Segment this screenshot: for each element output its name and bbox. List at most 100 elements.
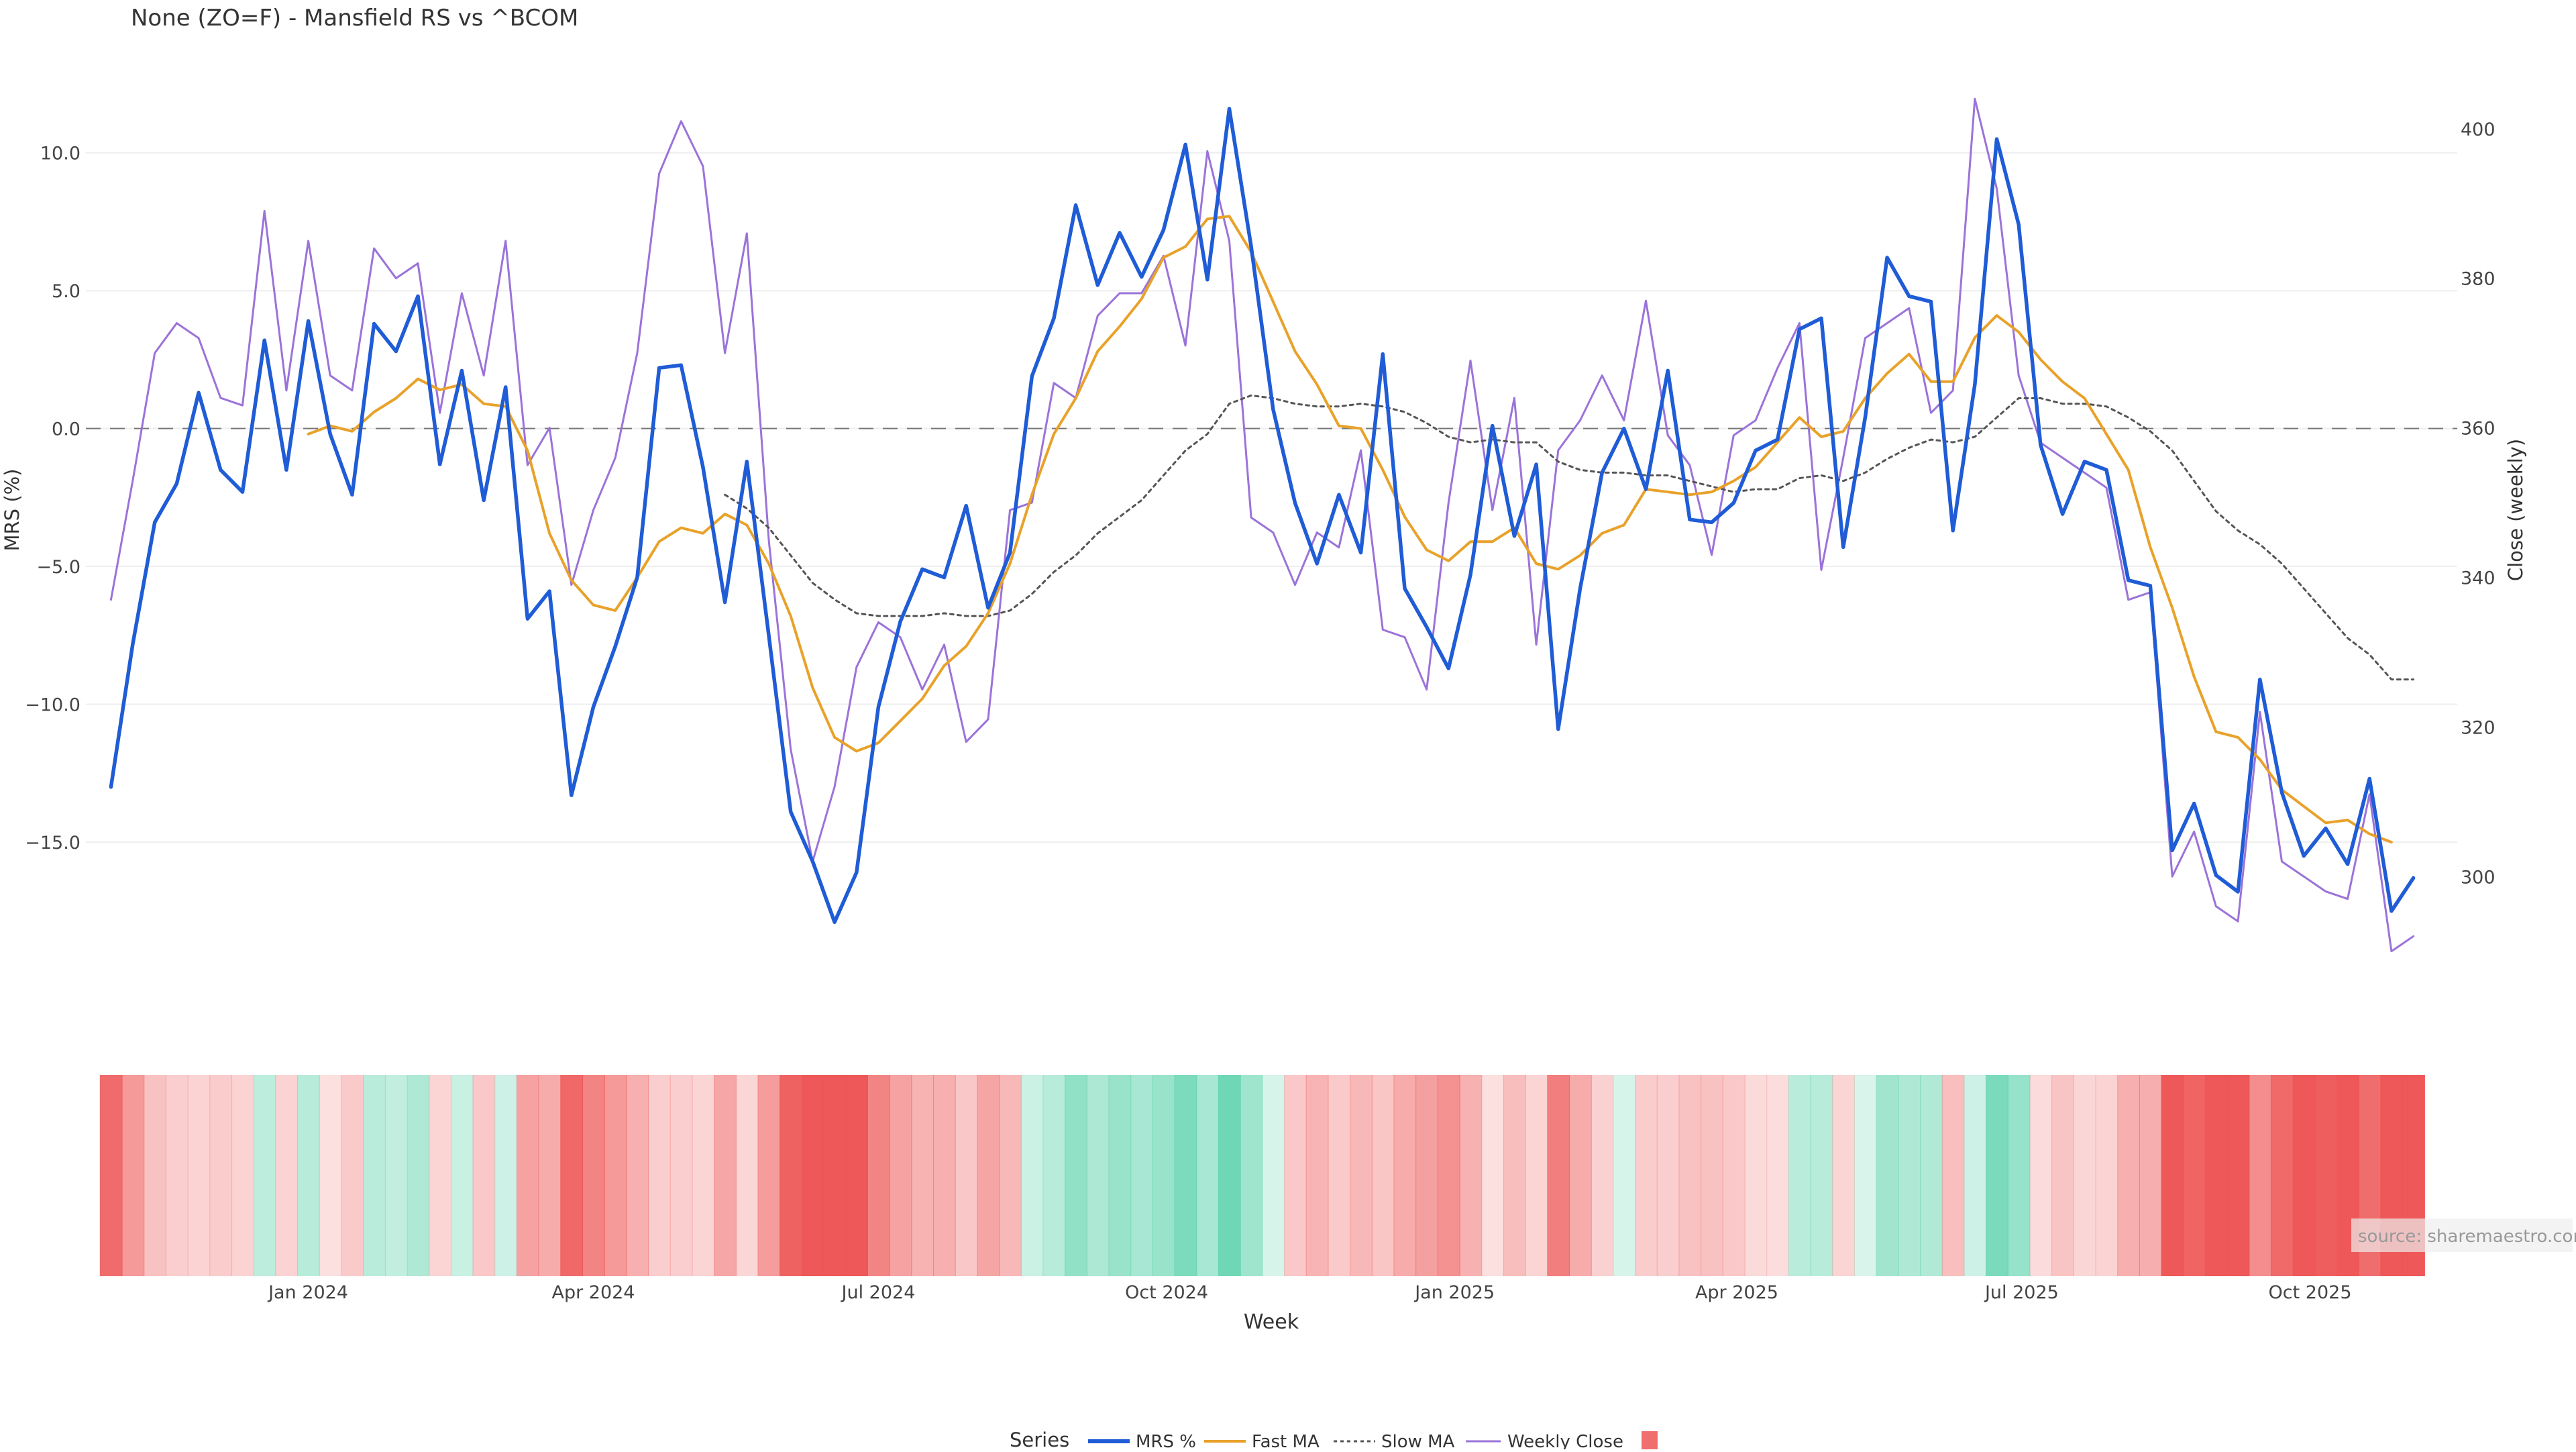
legend-heat-swatch [1642, 1431, 1658, 1450]
heat-cell [1613, 1075, 1636, 1276]
y2-axis-label: Close (weekly) [2504, 439, 2527, 581]
heat-cell [1766, 1075, 1789, 1276]
heat-cell [1788, 1075, 1811, 1276]
heat-cell [2007, 1075, 2031, 1276]
legend-item-fast-ma[interactable]: Fast MA [1204, 1432, 1320, 1452]
x-axis-ticks: Jan 2024 Apr 2024 Jul 2024 Oct 2024 Jan 2025… [267, 1282, 2351, 1303]
y2-tick-label: 380 [2461, 269, 2496, 290]
heat-cell [977, 1075, 1000, 1276]
heat-cell [648, 1075, 671, 1276]
heat-cell [2139, 1075, 2162, 1276]
series-lines [109, 97, 2416, 953]
heat-cell [231, 1075, 254, 1276]
y2-tick-label: 300 [2461, 867, 2496, 888]
y2-tick-label: 400 [2461, 119, 2496, 140]
x-tick-label: Apr 2024 [551, 1282, 635, 1303]
heat-cell [933, 1075, 956, 1276]
heat-cell [780, 1075, 802, 1276]
heat-cell [1744, 1075, 1768, 1276]
heat-cell [187, 1075, 211, 1276]
heat-cell [2314, 1075, 2338, 1276]
grid [86, 152, 2457, 843]
heat-cell [560, 1075, 584, 1276]
heat-cell [209, 1075, 233, 1276]
heat-cell [801, 1075, 824, 1276]
heat-cell [1701, 1075, 1723, 1276]
legend-label-fast-ma: Fast MA [1252, 1432, 1320, 1449]
heat-cell [1305, 1075, 1329, 1276]
heat-cell [1591, 1075, 1614, 1276]
heat-cell [1986, 1075, 2008, 1276]
heat-cell [450, 1075, 474, 1276]
heat-cell [1635, 1075, 1658, 1276]
heat-cell [1328, 1075, 1351, 1276]
source-text: source: sharemaestro.com [2358, 1227, 2576, 1247]
heat-cell [494, 1075, 517, 1276]
legend-item-slow-ma[interactable]: Slow MA [1334, 1432, 1455, 1452]
heat-cell [604, 1075, 627, 1276]
heat-cell [1569, 1075, 1592, 1276]
x-tick-label: Oct 2025 [2269, 1282, 2352, 1303]
heat-cell [1832, 1075, 1855, 1276]
heat-cell [714, 1075, 737, 1276]
heat-cell [955, 1075, 978, 1276]
heat-cell [999, 1075, 1022, 1276]
y2-tick-label: 360 [2461, 419, 2496, 439]
heat-cell [538, 1075, 561, 1276]
series-slow-ma [724, 394, 2415, 681]
heat-cell [1854, 1075, 1877, 1276]
legend-item-weekly-close[interactable]: Weekly Close [1466, 1432, 1623, 1452]
heat-cell [1284, 1075, 1307, 1276]
heat-strip [99, 1075, 2425, 1276]
heat-cell [1525, 1075, 1548, 1276]
heat-cell [1371, 1075, 1395, 1276]
heat-cell [319, 1075, 342, 1276]
heat-cell [1350, 1075, 1373, 1276]
heat-cell [1722, 1075, 1746, 1276]
y2-axis-ticks: 400 380 360 340 320 300 [2461, 119, 2496, 888]
y-tick-label: 0.0 [52, 419, 80, 440]
y2-tick-label: 340 [2461, 568, 2496, 589]
legend-item-heat[interactable] [1642, 1431, 1658, 1450]
legend-label-slow-ma: Slow MA [1381, 1432, 1455, 1449]
heat-cell [165, 1075, 189, 1276]
legend-item-mrs[interactable]: MRS % [1088, 1432, 1196, 1452]
heat-cell [516, 1075, 539, 1276]
heat-cell [845, 1075, 868, 1276]
x-tick-label: Jan 2024 [267, 1282, 348, 1303]
heat-cell [2249, 1075, 2272, 1276]
chart-title: None (ZO=F) - Mansfield RS vs ^BCOM [131, 5, 578, 32]
y-axis-label: MRS (%) [1, 469, 23, 552]
heat-cell [1415, 1075, 1438, 1276]
heat-cell [692, 1075, 715, 1276]
series-weekly-close [109, 97, 2415, 953]
heat-cell [1108, 1075, 1132, 1276]
heat-cell [669, 1075, 693, 1276]
heat-cell [2292, 1075, 2316, 1276]
heat-cell [472, 1075, 496, 1276]
heat-cell [911, 1075, 934, 1276]
heat-cell [384, 1075, 408, 1276]
heat-cell [1393, 1075, 1417, 1276]
x-tick-label: Jan 2025 [1413, 1282, 1495, 1303]
heat-cell [1020, 1075, 1044, 1276]
heat-cell [1481, 1075, 1504, 1276]
legend-label-mrs: MRS % [1136, 1432, 1196, 1449]
heat-cell [429, 1075, 451, 1276]
heat-cell [626, 1075, 649, 1276]
heat-cell [2226, 1075, 2250, 1276]
heat-cell [757, 1075, 781, 1276]
y2-tick-label: 320 [2461, 717, 2496, 738]
heat-cell [2029, 1075, 2053, 1276]
heat-cell [867, 1075, 890, 1276]
legend-label-weekly-close: Weekly Close [1507, 1432, 1623, 1449]
heat-cell [2183, 1075, 2206, 1276]
heat-cell [1678, 1075, 1702, 1276]
heat-cell [1130, 1075, 1153, 1276]
heat-cell [1065, 1075, 1087, 1276]
heat-cell [823, 1075, 847, 1276]
heat-cell [1437, 1075, 1460, 1276]
heat-cell [1964, 1075, 1987, 1276]
x-tick-label: Oct 2024 [1125, 1282, 1208, 1303]
